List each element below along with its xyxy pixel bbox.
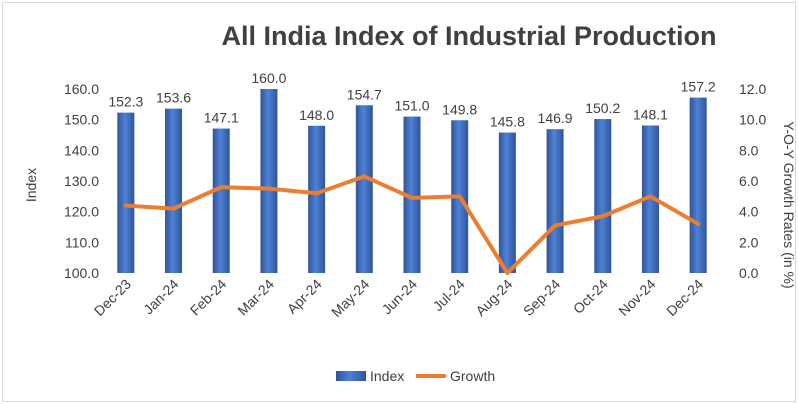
left-axis-title: Index [23,168,39,202]
growth-point [410,195,414,200]
right-axis-title: Y-O-Y Growth Rates (in %) [781,121,795,288]
right-tick-label: 6.0 [739,173,759,189]
left-tick-label: 110.0 [65,234,99,250]
right-tick-label: 2.0 [739,234,759,250]
index-data-label: 153.6 [156,90,191,106]
bars-layer [117,89,707,274]
right-axis-ticks: 0.0 2.0 4.0 6.0 8.0 10.0 12.0 [739,81,766,281]
left-tick-label: 130.0 [64,173,99,189]
x-axis-ticks: Dec-23 Jan-24 Feb-24 Mar-24 Apr-24 May-24 Jun-… [91,276,707,320]
index-data-label: 147.1 [204,110,239,126]
growth-point [600,214,605,219]
index-bar [546,129,564,273]
index-data-label: 150.2 [585,100,620,116]
x-tick-label: Dec-23 [91,276,134,319]
chart-title: All India Index of Industrial Production [221,21,716,51]
right-tick-label: 12.0 [739,81,766,97]
growth-point [314,191,319,196]
index-data-label: 148.0 [299,107,334,123]
left-tick-label: 100.0 [64,265,99,281]
index-data-label: 151.0 [394,98,429,114]
growth-point [362,174,367,179]
index-data-label: 152.3 [108,94,143,110]
x-tick-label: Jan-24 [140,276,182,318]
left-tick-label: 120.0 [64,204,99,220]
bar-labels-layer: 152.3 153.6 147.1 160.0 148.0 154.7 151.0 149.8… [108,70,716,130]
left-tick-label: 150.0 [64,112,99,128]
index-bar [260,89,278,273]
right-tick-label: 4.0 [739,204,759,220]
growth-point [648,194,653,199]
index-data-label: 157.2 [681,79,716,95]
x-tick-label: Apr-24 [284,276,325,317]
growth-point [123,203,128,208]
index-data-label: 146.9 [538,110,573,126]
index-bar [355,105,373,274]
x-tick-label: Mar-24 [234,276,277,319]
growth-point [553,223,558,228]
left-axis-ticks: 100.0 110.0 120.0 130.0 140.0 150.0 160.0 [64,81,99,281]
x-tick-label: Jul-24 [430,276,468,314]
right-tick-label: 0.0 [739,265,759,281]
index-bar [689,97,707,273]
index-bar [308,125,326,273]
index-bar [498,132,516,273]
x-tick-label: Jun-24 [379,276,421,318]
legend: Index Growth [336,368,495,384]
x-tick-label: May-24 [328,276,372,320]
growth-point [219,185,224,190]
x-tick-label: Dec-24 [663,276,706,319]
x-tick-label: Oct-24 [570,276,611,317]
index-bar [165,108,183,273]
index-data-label: 154.7 [347,86,382,102]
growth-point [266,186,271,191]
index-bar [117,112,135,273]
growth-point [457,194,462,199]
legend-growth-label: Growth [450,368,495,384]
x-tick-label: Aug-24 [472,276,515,319]
legend-index-swatch [336,371,366,381]
index-bar [594,119,612,273]
chart: All India Index of Industrial Production… [23,21,795,384]
growth-point [171,206,176,211]
x-tick-label: Sep-24 [520,276,563,319]
growth-line-layer [123,174,701,275]
x-tick-label: Nov-24 [615,276,658,319]
x-tick-label: Feb-24 [187,276,230,319]
growth-point [505,271,510,275]
index-data-label: 148.1 [633,106,668,122]
index-data-label: 145.8 [490,114,525,130]
index-data-label: 149.8 [442,101,477,117]
growth-point [696,221,701,226]
index-bar [641,125,659,273]
index-bar [212,128,230,273]
right-tick-label: 8.0 [739,142,759,158]
index-bar [403,116,421,273]
legend-index-label: Index [370,368,404,384]
index-data-label: 160.0 [251,70,286,86]
left-tick-label: 140.0 [64,142,99,158]
left-tick-label: 160.0 [64,81,99,97]
right-tick-label: 10.0 [739,112,766,128]
